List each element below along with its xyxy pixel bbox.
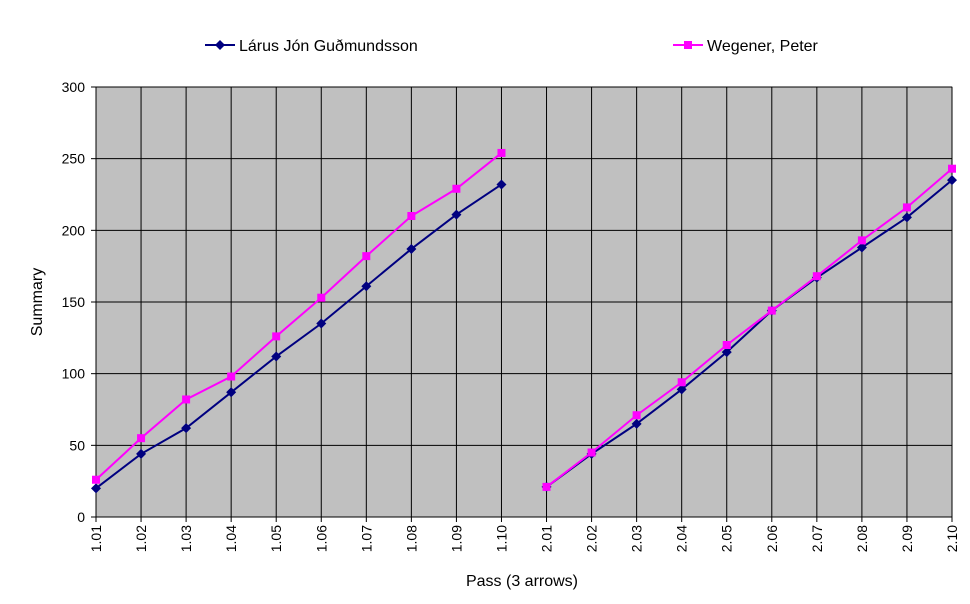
x-axis-title: Pass (3 arrows) [466,573,578,590]
y-tick-label: 200 [62,222,86,238]
x-tick-label: 2.04 [674,525,690,552]
data-point [317,293,326,302]
data-point [227,372,236,381]
x-tick-label: 2.10 [944,525,960,552]
x-tick-label: 1.10 [493,525,509,552]
x-tick-label: 1.01 [88,525,104,552]
series-layer [91,148,957,494]
y-tick-label: 0 [77,509,85,525]
data-point [92,475,100,484]
y-tick-label: 50 [69,437,85,453]
y-tick-labels: 0 50 100 150 200 250 300 [62,79,86,525]
series-line [95,183,503,490]
data-point [496,179,507,190]
data-point [542,482,551,491]
data-point [137,434,146,443]
y-tick-label: 250 [62,151,86,167]
x-tick-labels: 1.01 1.02 1.03 1.04 1.05 1.06 1.07 1.08 1.09 1.10… [88,525,960,552]
data-point [948,164,956,173]
data-point [631,418,642,429]
data-point [215,40,225,50]
x-tick-label: 1.04 [223,525,239,552]
data-point [271,351,282,362]
legend-label: Lárus Jón Guðmundsson [239,38,418,55]
data-point [136,448,147,459]
x-tick-label: 2.09 [899,525,915,552]
x-tick-label: 2.03 [629,525,645,552]
x-tick-label: 1.05 [268,525,284,552]
y-tick-label: 150 [62,294,86,310]
data-point [901,212,912,223]
series-line [95,152,503,481]
data-point [226,387,237,398]
data-point [91,483,101,494]
data-point [767,306,776,315]
x-tick-label: 1.06 [313,525,329,552]
data-point [182,395,191,404]
x-tick-label: 1.09 [448,525,464,552]
legend-item: Lárus Jón Guðmundsson [205,38,418,55]
data-point [452,184,461,193]
x-tick-label: 2.02 [584,525,600,552]
axes [91,86,953,522]
y-axis-title: Summary [29,268,46,336]
data-point [812,272,821,281]
series-line [545,167,953,488]
x-tick-label: 1.02 [133,525,149,552]
data-point [684,41,692,49]
series-2 [92,148,956,491]
x-tick-label: 2.08 [854,525,870,552]
data-point [181,423,192,434]
x-tick-label: 2.05 [719,525,735,552]
data-point [632,411,641,420]
series-line [545,179,953,488]
x-tick-label: 2.01 [539,525,555,552]
data-point [451,209,462,220]
data-point [316,318,327,329]
data-point [362,252,371,261]
data-point [857,236,866,245]
data-point [721,347,732,358]
data-point [497,148,506,157]
data-point [856,242,867,253]
data-point [722,341,731,349]
data-point [272,332,281,341]
data-point [947,175,957,186]
x-tick-label: 2.06 [764,525,780,552]
x-tick-label: 1.08 [403,525,419,552]
y-tick-label: 100 [62,366,86,382]
legend: Lárus Jón Guðmundsson Wegener, Peter [205,38,819,55]
data-point [361,281,372,292]
data-point [902,203,911,212]
data-point [406,243,417,254]
y-tick-label: 300 [62,79,86,95]
data-point [677,378,686,387]
legend-label: Wegener, Peter [707,38,819,55]
x-tick-label: 1.07 [358,525,374,552]
legend-item: Wegener, Peter [673,38,819,55]
data-point [407,212,416,220]
x-tick-label: 2.07 [809,525,825,552]
data-point [587,448,596,457]
x-tick-label: 1.03 [178,525,194,552]
data-point [676,384,687,395]
